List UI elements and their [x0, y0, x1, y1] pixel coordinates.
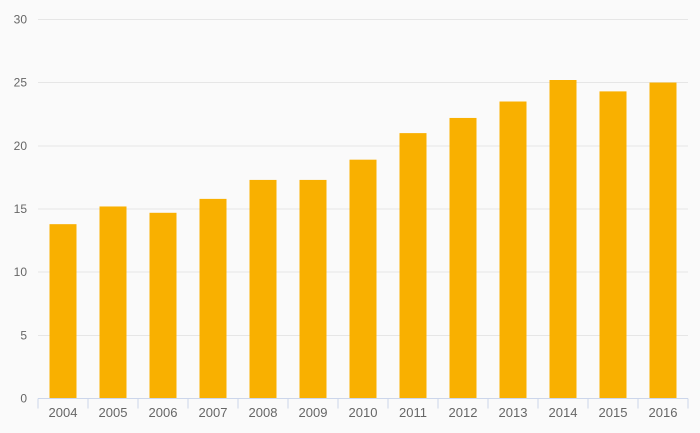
y-axis-label: 0	[20, 392, 27, 406]
x-axis-label: 2015	[599, 405, 628, 420]
x-axis-label: 2005	[99, 405, 128, 420]
bar-2008[interactable]	[249, 179, 277, 399]
y-axis-label: 10	[14, 265, 28, 279]
y-axis-label: 25	[14, 76, 28, 90]
bar-2013[interactable]	[499, 101, 527, 399]
bar-2015[interactable]	[599, 91, 627, 399]
y-axis-label: 5	[20, 328, 27, 342]
x-axis-label: 2008	[249, 405, 278, 420]
x-axis-label: 2014	[549, 405, 578, 420]
y-axis-label: 15	[14, 202, 28, 216]
x-axis-label: 2012	[449, 405, 478, 420]
bar-2006[interactable]	[149, 212, 177, 399]
y-axis-label: 20	[14, 139, 28, 153]
x-axis-label: 2006	[149, 405, 178, 420]
bar-2012[interactable]	[449, 117, 477, 399]
bar-2014[interactable]	[549, 80, 577, 399]
x-axis-label: 2010	[349, 405, 378, 420]
bar-2005[interactable]	[99, 206, 127, 399]
bar-2009[interactable]	[299, 179, 327, 399]
x-axis-label: 2016	[649, 405, 678, 420]
x-axis-label: 2009	[299, 405, 328, 420]
y-axis-label: 30	[14, 12, 28, 26]
x-axis-label: 2004	[49, 405, 78, 420]
x-axis-label: 2011	[399, 405, 427, 420]
bar-2011[interactable]	[399, 133, 427, 399]
x-axis-label: 2007	[199, 405, 228, 420]
x-axis-label: 2013	[499, 405, 528, 420]
bar-2007[interactable]	[199, 198, 227, 399]
bar-2016[interactable]	[649, 82, 677, 399]
bar-2004[interactable]	[49, 224, 77, 399]
bar-2010[interactable]	[349, 159, 377, 399]
